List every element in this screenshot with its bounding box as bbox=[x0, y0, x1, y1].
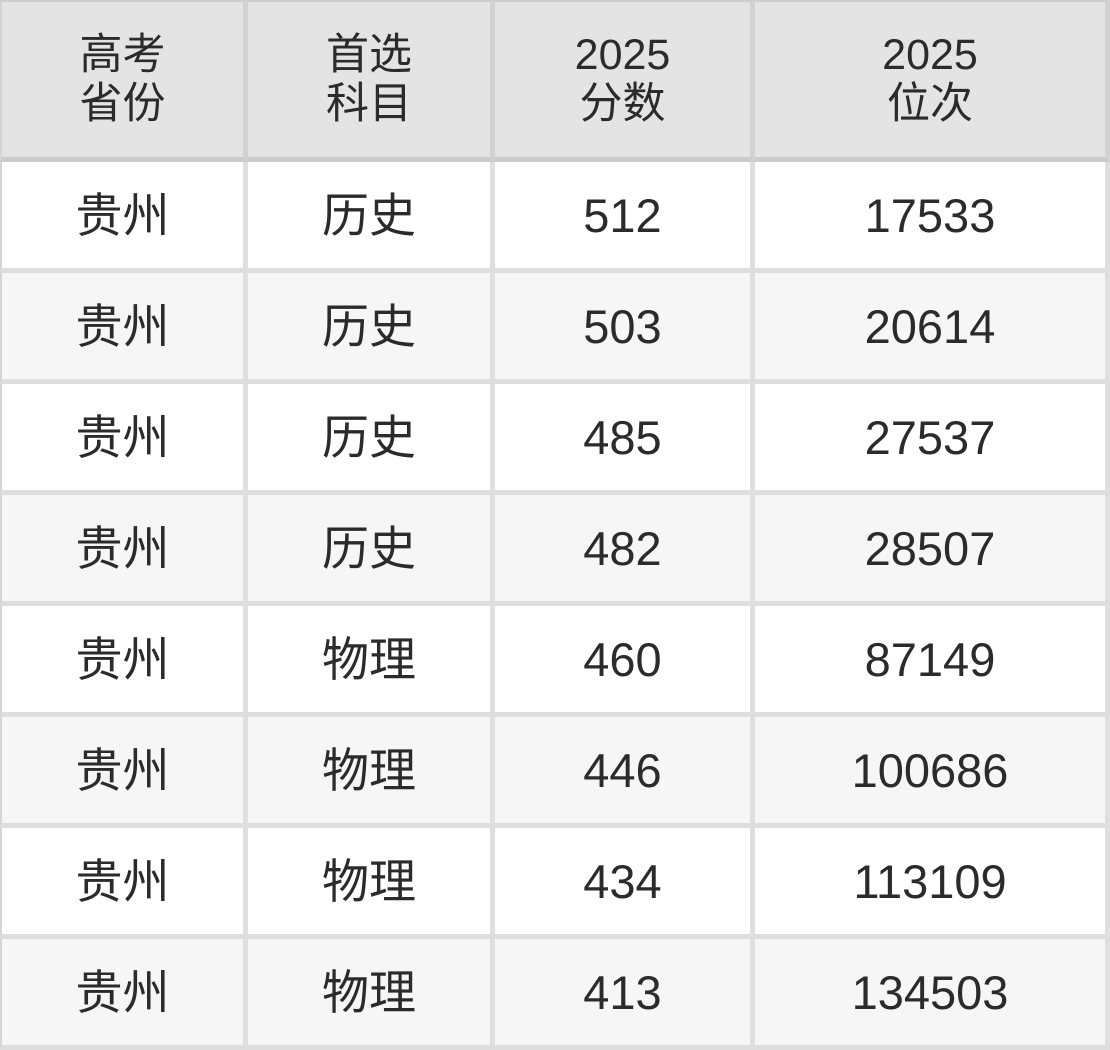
cell-subject: 物理 bbox=[248, 828, 495, 939]
table-row: 贵州 物理 460 87149 bbox=[0, 606, 1110, 717]
cell-province: 贵州 bbox=[0, 495, 248, 606]
cell-rank: 87149 bbox=[755, 606, 1110, 717]
cell-score: 485 bbox=[495, 384, 755, 495]
header-line: 位次 bbox=[887, 79, 973, 128]
cell-subject: 物理 bbox=[248, 939, 495, 1050]
cell-province: 贵州 bbox=[0, 828, 248, 939]
cell-province: 贵州 bbox=[0, 717, 248, 828]
cell-score: 446 bbox=[495, 717, 755, 828]
cell-score: 512 bbox=[495, 162, 755, 273]
cell-rank: 27537 bbox=[755, 384, 1110, 495]
column-header-gaokao-province: 高考 省份 bbox=[0, 0, 248, 162]
cell-subject: 历史 bbox=[248, 273, 495, 384]
table-row: 贵州 历史 512 17533 bbox=[0, 162, 1110, 273]
cell-province: 贵州 bbox=[0, 939, 248, 1050]
cell-subject: 物理 bbox=[248, 606, 495, 717]
cell-rank: 113109 bbox=[755, 828, 1110, 939]
column-header-preferred-subject: 首选 科目 bbox=[248, 0, 495, 162]
cell-subject: 历史 bbox=[248, 495, 495, 606]
header-line: 首选 bbox=[326, 30, 412, 79]
cell-rank: 134503 bbox=[755, 939, 1110, 1050]
table-header: 高考 省份 首选 科目 2025 分数 2025 位次 bbox=[0, 0, 1110, 162]
header-line: 高考 bbox=[79, 30, 166, 79]
cell-rank: 17533 bbox=[755, 162, 1110, 273]
header-line: 科目 bbox=[326, 79, 412, 128]
cell-rank: 28507 bbox=[755, 495, 1110, 606]
header-line: 分数 bbox=[579, 79, 666, 128]
table-row: 贵州 历史 485 27537 bbox=[0, 384, 1110, 495]
header-line: 2025 bbox=[574, 30, 671, 79]
cell-rank: 100686 bbox=[755, 717, 1110, 828]
cell-province: 贵州 bbox=[0, 384, 248, 495]
header-row: 高考 省份 首选 科目 2025 分数 2025 位次 bbox=[0, 0, 1110, 162]
cell-province: 贵州 bbox=[0, 606, 248, 717]
table-row: 贵州 物理 413 134503 bbox=[0, 939, 1110, 1050]
cell-score: 413 bbox=[495, 939, 755, 1050]
cell-score: 482 bbox=[495, 495, 755, 606]
cell-province: 贵州 bbox=[0, 162, 248, 273]
header-line: 2025 bbox=[882, 30, 978, 79]
column-header-2025-rank: 2025 位次 bbox=[755, 0, 1110, 162]
cell-score: 434 bbox=[495, 828, 755, 939]
cell-subject: 历史 bbox=[248, 384, 495, 495]
table-row: 贵州 物理 434 113109 bbox=[0, 828, 1110, 939]
table-row: 贵州 历史 482 28507 bbox=[0, 495, 1110, 606]
cell-subject: 物理 bbox=[248, 717, 495, 828]
cell-score: 503 bbox=[495, 273, 755, 384]
table-row: 贵州 物理 446 100686 bbox=[0, 717, 1110, 828]
cell-score: 460 bbox=[495, 606, 755, 717]
cell-subject: 历史 bbox=[248, 162, 495, 273]
cell-rank: 20614 bbox=[755, 273, 1110, 384]
header-line: 省份 bbox=[79, 79, 166, 128]
table-row: 贵州 历史 503 20614 bbox=[0, 273, 1110, 384]
cell-province: 贵州 bbox=[0, 273, 248, 384]
column-header-2025-score: 2025 分数 bbox=[495, 0, 755, 162]
table-body: 贵州 历史 512 17533 贵州 历史 503 20614 贵州 历史 48… bbox=[0, 162, 1110, 1050]
